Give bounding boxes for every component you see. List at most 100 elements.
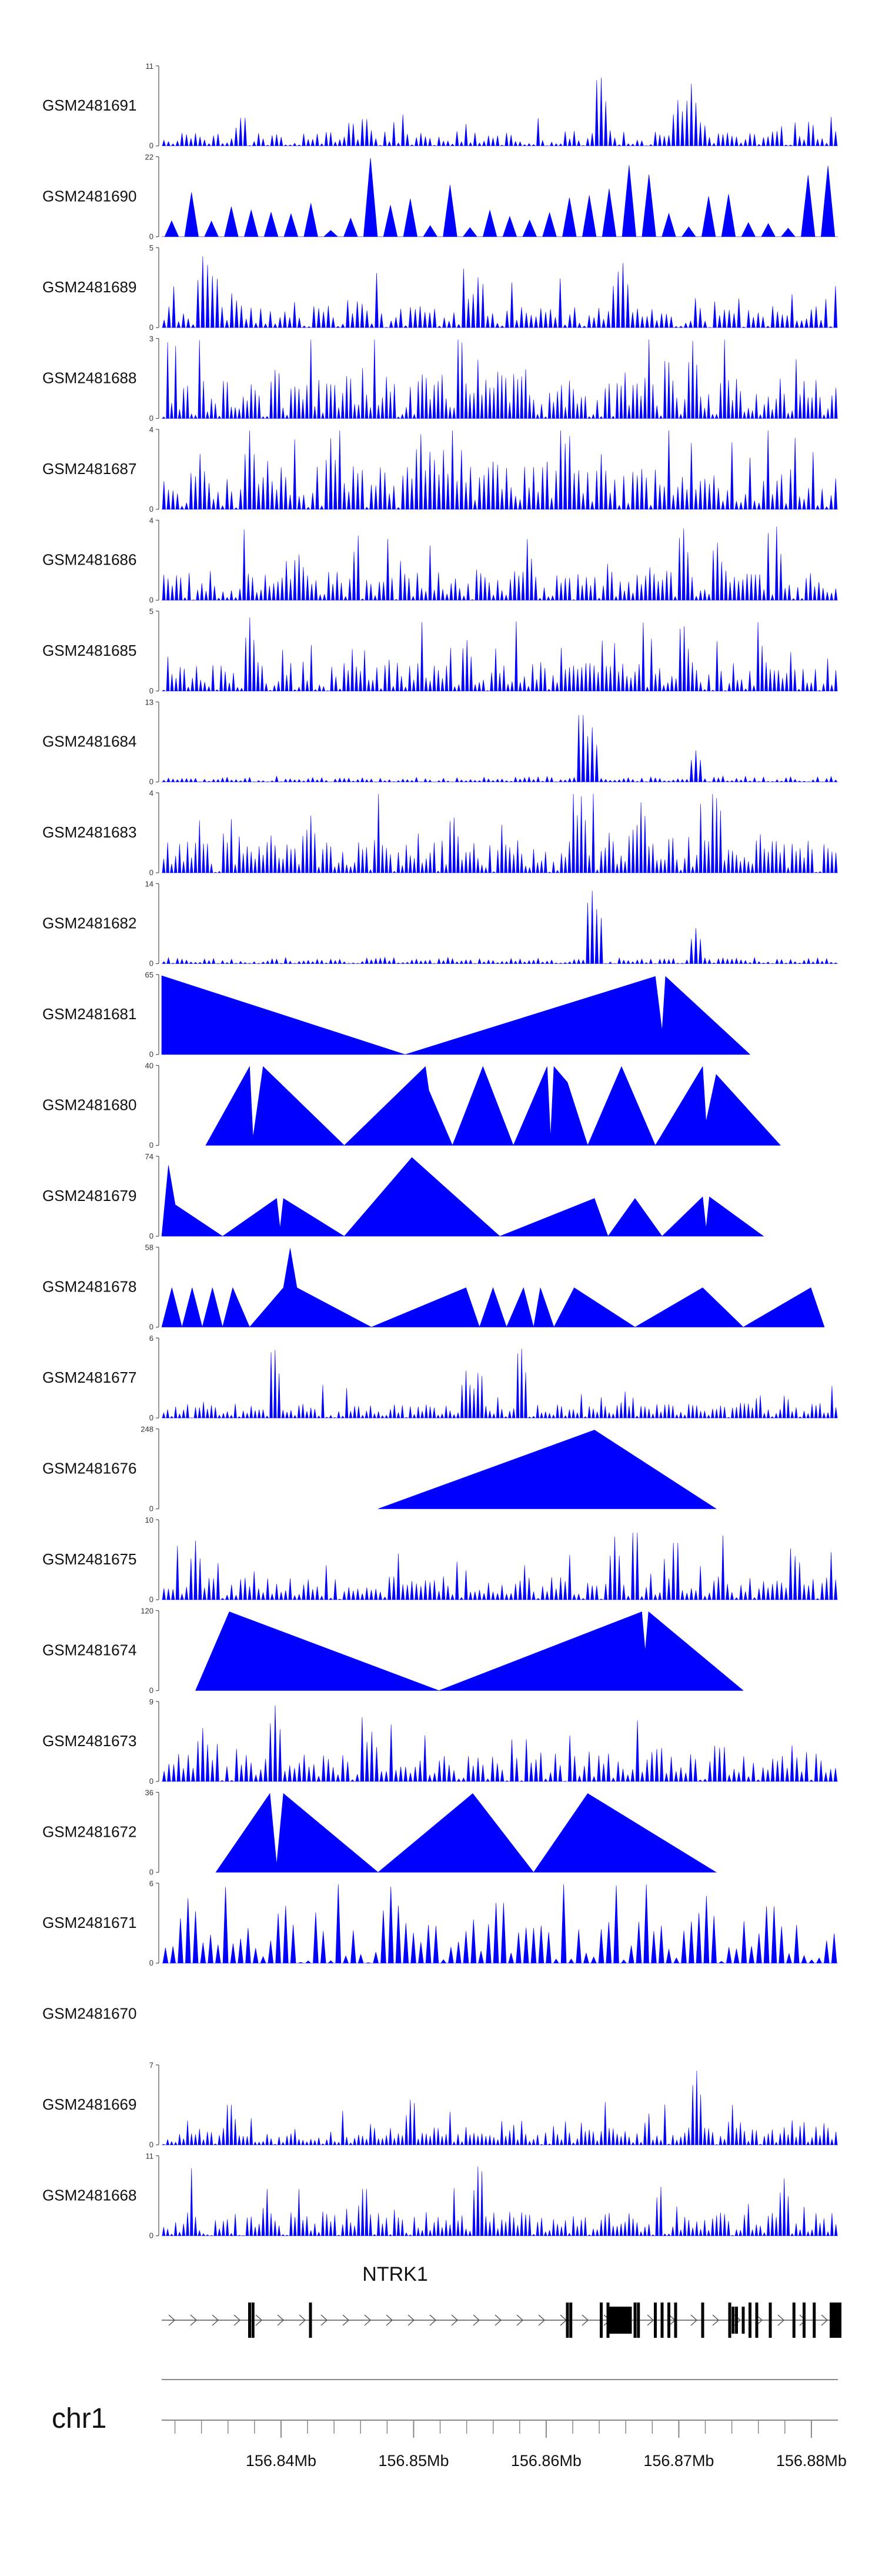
track-label: GSM2481679 xyxy=(42,1187,136,1204)
y-tick-label-zero: 0 xyxy=(149,1050,153,1059)
chromosome-label: chr1 xyxy=(52,2403,106,2434)
track-GSM2481677: GSM2481677 6 0 xyxy=(42,1334,838,1422)
strand-arrow-icon xyxy=(777,2314,785,2326)
gene-exon xyxy=(769,2303,772,2338)
gene-exon xyxy=(633,2303,637,2338)
y-tick-label-max: 36 xyxy=(145,1788,153,1797)
track-label: GSM2481669 xyxy=(42,2095,136,2113)
gene-exon xyxy=(741,2307,745,2334)
track-GSM2481683: GSM2481683 4 0 xyxy=(42,789,838,877)
y-tick-label-max: 120 xyxy=(141,1607,153,1616)
track-label: GSM2481682 xyxy=(42,915,136,932)
y-tick-label-zero: 0 xyxy=(149,686,153,695)
track-label: GSM2481678 xyxy=(42,1278,136,1296)
y-tick-label-max: 65 xyxy=(145,970,153,979)
y-tick-label-max: 5 xyxy=(149,243,153,252)
coverage-area xyxy=(162,2166,838,2236)
track-GSM2481669: GSM2481669 7 0 xyxy=(42,2061,838,2149)
coverage-area xyxy=(162,890,838,964)
track-label: GSM2481689 xyxy=(42,278,136,296)
track-GSM2481689: GSM2481689 5 0 xyxy=(42,243,838,332)
track-GSM2481670: GSM2481670 xyxy=(42,2005,136,2023)
axis-tick-label: 156.88Mb xyxy=(776,2452,847,2470)
track-GSM2481672: GSM2481672 36 0 xyxy=(42,1788,717,1877)
y-tick-label-zero: 0 xyxy=(149,1413,153,1422)
strand-arrow-icon xyxy=(821,2314,828,2326)
track-GSM2481687: GSM2481687 4 0 xyxy=(42,425,838,513)
axis-tick-label: 156.87Mb xyxy=(643,2452,714,2470)
track-GSM2481681: GSM2481681 65 0 xyxy=(42,970,751,1059)
y-tick-label-zero: 0 xyxy=(149,2231,153,2240)
track-GSM2481684: GSM2481684 13 0 xyxy=(42,698,838,786)
y-tick-label-zero: 0 xyxy=(149,1958,153,1967)
track-label: GSM2481686 xyxy=(42,551,136,569)
strand-arrow-icon xyxy=(342,2314,350,2326)
y-tick-label-max: 6 xyxy=(149,1879,153,1888)
genome-axis-track: chr1 156.84Mb 156.85Mb 156.86Mb 156.87Mb 156… xyxy=(52,2379,847,2470)
coverage-area xyxy=(162,1884,838,1964)
track-GSM2481680: GSM2481680 40 0 xyxy=(42,1062,781,1150)
y-tick-label-max: 4 xyxy=(149,789,153,798)
track-GSM2481682: GSM2481682 14 0 xyxy=(42,880,838,968)
strand-arrow-icon xyxy=(386,2314,393,2326)
gene-exon xyxy=(803,2303,806,2338)
y-tick-label-max: 74 xyxy=(145,1152,153,1161)
strand-arrow-icon xyxy=(364,2314,372,2326)
coverage-area xyxy=(162,430,838,510)
track-label: GSM2481688 xyxy=(42,369,136,387)
track-GSM2481678: GSM2481678 58 0 xyxy=(42,1243,825,1332)
strand-arrow-icon xyxy=(582,2314,589,2326)
track-GSM2481691: GSM2481691 11 0 xyxy=(42,62,838,150)
y-tick-label-max: 4 xyxy=(149,516,153,525)
y-tick-label-zero: 0 xyxy=(149,1504,153,1513)
gene-model-track: NTRK1 xyxy=(162,2263,841,2338)
strand-arrow-icon xyxy=(255,2314,263,2326)
y-tick-label-zero: 0 xyxy=(149,596,153,605)
track-label: GSM2481673 xyxy=(42,1732,136,1750)
y-tick-label-max: 6 xyxy=(149,1334,153,1343)
axis-tick-label: 156.84Mb xyxy=(246,2452,316,2470)
y-tick-label-zero: 0 xyxy=(149,959,153,968)
strand-arrow-icon xyxy=(212,2314,219,2326)
y-tick-label-zero: 0 xyxy=(149,1777,153,1786)
track-label: GSM2481685 xyxy=(42,642,136,659)
y-tick-label-max: 7 xyxy=(149,2061,153,2070)
strand-arrow-icon xyxy=(407,2314,415,2326)
track-label: GSM2481672 xyxy=(42,1823,136,1841)
track-label: GSM2481670 xyxy=(42,2005,136,2023)
y-tick-label-max: 9 xyxy=(149,1697,153,1706)
coverage-area xyxy=(161,975,751,1055)
gene-exon xyxy=(618,2307,625,2334)
coverage-area xyxy=(162,526,838,600)
gene-exon xyxy=(654,2303,657,2338)
coverage-area xyxy=(162,158,838,237)
y-tick-label-max: 10 xyxy=(145,1516,153,1524)
gene-exon xyxy=(566,2303,569,2338)
y-tick-label-max: 5 xyxy=(149,607,153,616)
coverage-tracks: GSM2481691110GSM2481690220GSM248168950GS… xyxy=(42,62,838,2240)
strand-arrow-icon xyxy=(451,2314,459,2326)
gene-exon xyxy=(248,2303,251,2338)
coverage-area xyxy=(162,715,838,782)
track-label: GSM2481677 xyxy=(42,1369,136,1386)
strand-arrow-icon xyxy=(516,2314,524,2326)
gene-exon xyxy=(755,2303,759,2338)
track-GSM2481674: GSM2481674 120 0 xyxy=(42,1607,744,1695)
gene-exon xyxy=(624,2307,632,2334)
coverage-area xyxy=(205,1066,781,1146)
strand-arrow-icon xyxy=(473,2314,480,2326)
y-tick-label-zero: 0 xyxy=(149,1595,153,1604)
track-label: GSM2481690 xyxy=(42,188,136,205)
coverage-area xyxy=(162,1533,838,1600)
gene-exon xyxy=(728,2303,731,2338)
strand-arrow-icon xyxy=(495,2314,502,2326)
coverage-area xyxy=(162,617,838,692)
track-GSM2481688: GSM2481688 3 0 xyxy=(42,335,838,423)
track-label: GSM2481687 xyxy=(42,460,136,478)
track-GSM2481668: GSM2481668 11 0 xyxy=(42,2152,838,2240)
gene-exon xyxy=(674,2303,677,2338)
y-tick-label-max: 3 xyxy=(149,335,153,343)
track-GSM2481685: GSM2481685 5 0 xyxy=(42,607,838,695)
gene-exon xyxy=(749,2303,751,2338)
